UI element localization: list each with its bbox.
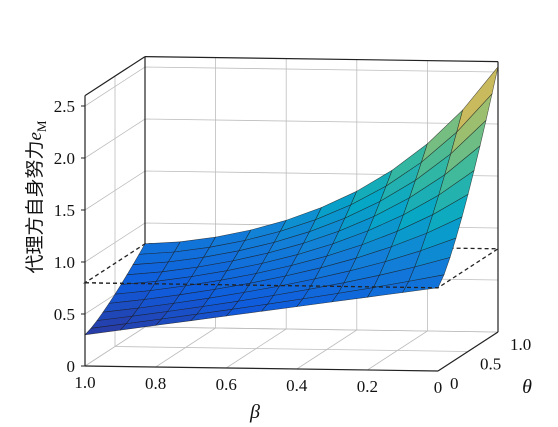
z-tick-label: 2.0: [54, 149, 75, 168]
z-axis-label: 代理方自身努力eM: [24, 120, 49, 273]
beta-tick-label: 0.6: [216, 375, 237, 394]
box-edge-3: [84, 56, 146, 97]
x-axis-label: β: [249, 401, 260, 423]
theta-tick-label: 1.0: [510, 335, 531, 354]
z-tick-label: 2.5: [54, 97, 75, 116]
reference-plane-front-edge: [84, 282, 439, 289]
beta-tick-label: 0.8: [145, 374, 166, 393]
beta-tick-label: 0.2: [357, 377, 378, 396]
surface-patch: [402, 274, 445, 293]
z-tick-label: 0.5: [54, 305, 75, 324]
box-edge-0: [84, 365, 439, 372]
z-tick-label: 1.0: [54, 253, 75, 272]
beta-tick-label: 1.0: [74, 373, 95, 392]
gridline-theta-floor-2: [144, 326, 499, 333]
theta-tick-label: 0: [450, 374, 459, 393]
theta-axis-label: θ: [522, 376, 532, 398]
z-tick-label: 0: [67, 357, 76, 376]
gridline-z-0: [84, 326, 499, 367]
reference-plane: [82, 243, 501, 289]
gridline-z-5: [84, 66, 499, 107]
box-edge-1: [437, 331, 499, 372]
beta-tick-label: 0.4: [286, 376, 308, 395]
theta-tick-label: 0.5: [480, 355, 501, 374]
z-tick-label: 1.5: [54, 201, 75, 220]
beta-tick-label: 0: [434, 378, 443, 397]
box-edge-4: [144, 56, 499, 63]
gridline-theta-floor-1: [114, 346, 469, 352]
